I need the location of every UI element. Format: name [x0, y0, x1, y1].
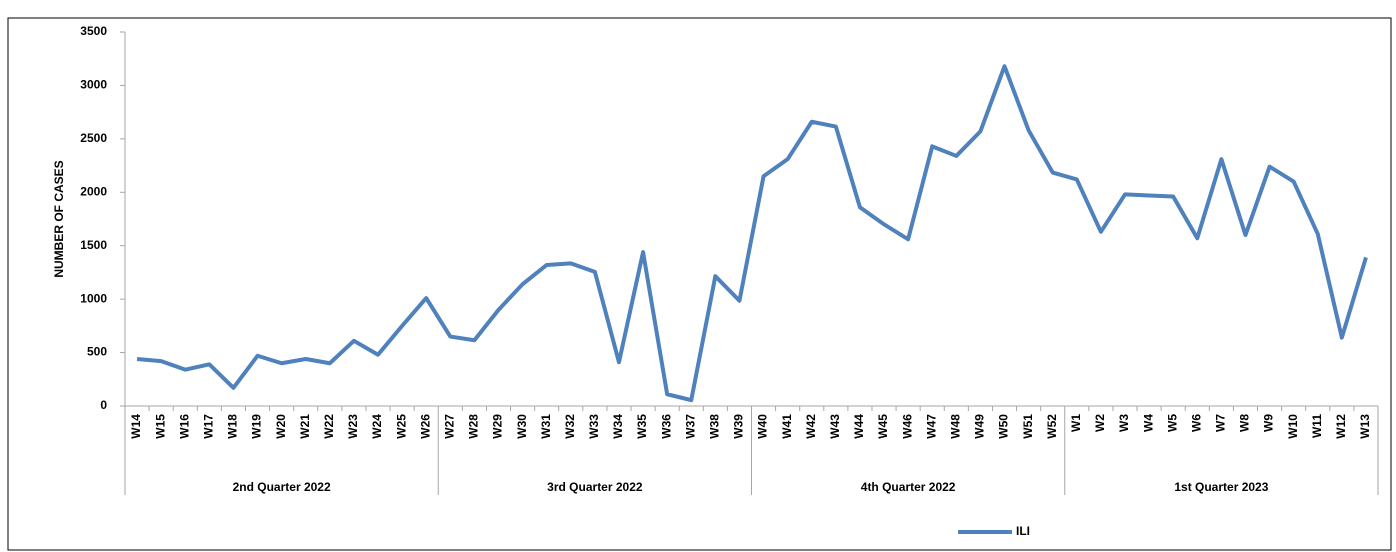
y-tick-label: 1500	[80, 238, 107, 252]
group-label: 1st Quarter 2023	[1174, 480, 1268, 494]
x-tick-label: W1	[1069, 414, 1083, 432]
x-tick-label: W7	[1214, 414, 1228, 432]
x-tick-label: W46	[900, 414, 914, 439]
group-label: 4th Quarter 2022	[861, 480, 956, 494]
x-tick-label: W24	[370, 414, 384, 439]
x-tick-label: W14	[129, 414, 143, 439]
x-tick-label: W27	[442, 414, 456, 439]
x-tick-label: W16	[177, 414, 191, 439]
x-tick-label: W50	[997, 414, 1011, 439]
x-tick-label: W8	[1238, 414, 1252, 432]
x-tick-label: W47	[924, 414, 938, 439]
series-line	[136, 64, 1368, 403]
group-label: 2nd Quarter 2022	[233, 480, 331, 494]
x-tick-label: W40	[756, 414, 770, 439]
x-tick-label: W20	[274, 414, 288, 439]
x-tick-label: W48	[948, 414, 962, 439]
x-tick-label: W17	[202, 414, 216, 439]
x-tick-label: W12	[1334, 414, 1348, 439]
y-tick-label: 3500	[80, 24, 107, 38]
x-tick-label: W28	[467, 414, 481, 439]
x-tick-label: W39	[732, 414, 746, 439]
x-tick-label: W44	[852, 414, 866, 439]
x-tick-label: W36	[659, 414, 673, 439]
x-tick-label: W10	[1286, 414, 1300, 439]
chart-border	[7, 17, 1392, 551]
x-tick-label: W9	[1262, 414, 1276, 432]
legend-label: ILI	[1016, 524, 1030, 538]
x-tick-label: W18	[226, 414, 240, 439]
x-tick-label: W45	[876, 414, 890, 439]
x-tick-label: W11	[1310, 414, 1324, 438]
x-tick-label: W29	[491, 414, 505, 439]
x-tick-label: W3	[1117, 414, 1131, 432]
x-tick-label: W31	[539, 414, 553, 439]
x-tick-label: W23	[346, 414, 360, 439]
x-tick-label: W38	[708, 414, 722, 439]
x-tick-label: W21	[298, 414, 312, 439]
x-tick-label: W41	[780, 414, 794, 439]
x-tick-label: W51	[1021, 414, 1035, 439]
x-tick-label: W35	[635, 414, 649, 439]
y-tick-label: 2500	[80, 131, 107, 145]
x-tick-label: W15	[153, 414, 167, 439]
y-tick-label: 0	[100, 398, 107, 412]
y-tick-label: 3000	[80, 78, 107, 92]
x-tick-label: W42	[804, 414, 818, 439]
x-tick-label: W37	[683, 414, 697, 439]
x-tick-label: W26	[418, 414, 432, 439]
x-tick-label: W2	[1093, 414, 1107, 432]
x-tick-label: W30	[515, 414, 529, 439]
x-tick-label: W4	[1141, 414, 1155, 432]
x-tick-label: W5	[1165, 414, 1179, 432]
x-tick-label: W19	[250, 414, 264, 439]
x-tick-label: W43	[828, 414, 842, 439]
x-tick-label: W6	[1189, 414, 1203, 432]
y-tick-label: 1000	[80, 291, 107, 305]
x-tick-label: W34	[611, 414, 625, 439]
y-axis-label: NUMBER OF CASES	[52, 160, 66, 277]
x-tick-label: W52	[1045, 414, 1059, 439]
x-tick-label: W25	[394, 414, 408, 439]
x-tick-label: W22	[322, 414, 336, 439]
y-tick-label: 2000	[80, 184, 107, 198]
x-tick-label: W49	[973, 414, 987, 439]
y-tick-label: 500	[87, 345, 107, 359]
group-label: 3rd Quarter 2022	[547, 480, 643, 494]
x-tick-label: W32	[563, 414, 577, 439]
x-tick-label: W13	[1358, 414, 1372, 439]
x-tick-label: W33	[587, 414, 601, 439]
